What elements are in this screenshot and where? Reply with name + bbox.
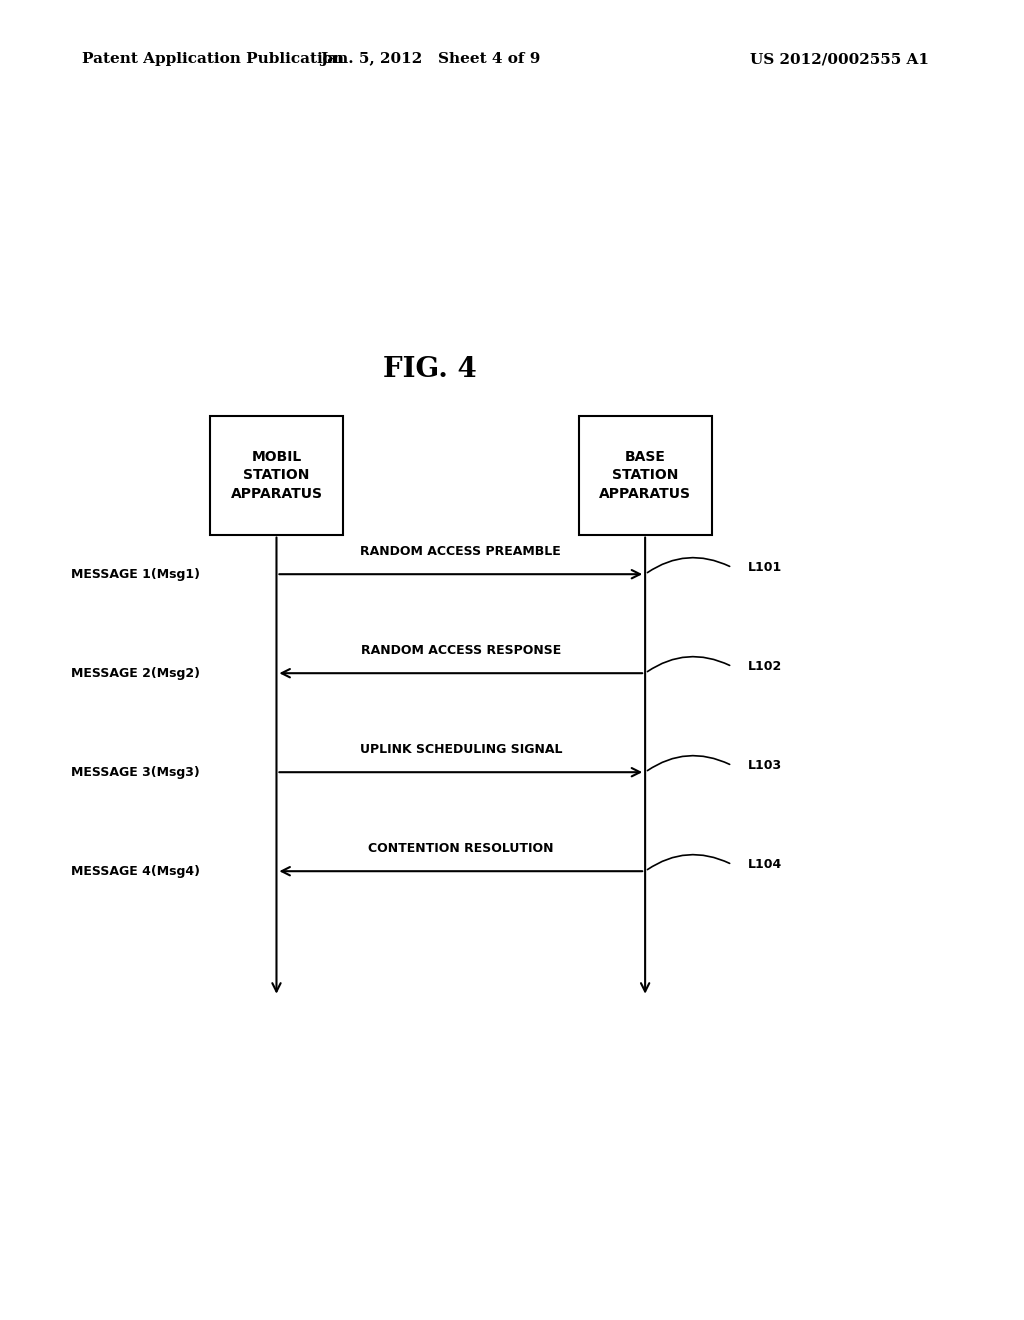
Text: MESSAGE 4(Msg4): MESSAGE 4(Msg4) xyxy=(71,865,200,878)
Text: MESSAGE 2(Msg2): MESSAGE 2(Msg2) xyxy=(71,667,200,680)
Text: CONTENTION RESOLUTION: CONTENTION RESOLUTION xyxy=(368,842,554,855)
Text: MESSAGE 1(Msg1): MESSAGE 1(Msg1) xyxy=(71,568,200,581)
FancyBboxPatch shape xyxy=(579,416,712,535)
Text: L103: L103 xyxy=(748,759,781,772)
Text: BASE
STATION
APPARATUS: BASE STATION APPARATUS xyxy=(599,450,691,500)
Text: RANDOM ACCESS PREAMBLE: RANDOM ACCESS PREAMBLE xyxy=(360,545,561,558)
Text: FIG. 4: FIG. 4 xyxy=(383,356,477,383)
Text: US 2012/0002555 A1: US 2012/0002555 A1 xyxy=(751,53,929,66)
Text: MOBIL
STATION
APPARATUS: MOBIL STATION APPARATUS xyxy=(230,450,323,500)
Text: UPLINK SCHEDULING SIGNAL: UPLINK SCHEDULING SIGNAL xyxy=(359,743,562,756)
Text: MESSAGE 3(Msg3): MESSAGE 3(Msg3) xyxy=(71,766,200,779)
Text: Jan. 5, 2012   Sheet 4 of 9: Jan. 5, 2012 Sheet 4 of 9 xyxy=(319,53,541,66)
Text: Patent Application Publication: Patent Application Publication xyxy=(82,53,344,66)
Text: L102: L102 xyxy=(748,660,781,673)
Text: L101: L101 xyxy=(748,561,781,574)
Text: L104: L104 xyxy=(748,858,781,871)
FancyBboxPatch shape xyxy=(210,416,343,535)
Text: RANDOM ACCESS RESPONSE: RANDOM ACCESS RESPONSE xyxy=(360,644,561,657)
